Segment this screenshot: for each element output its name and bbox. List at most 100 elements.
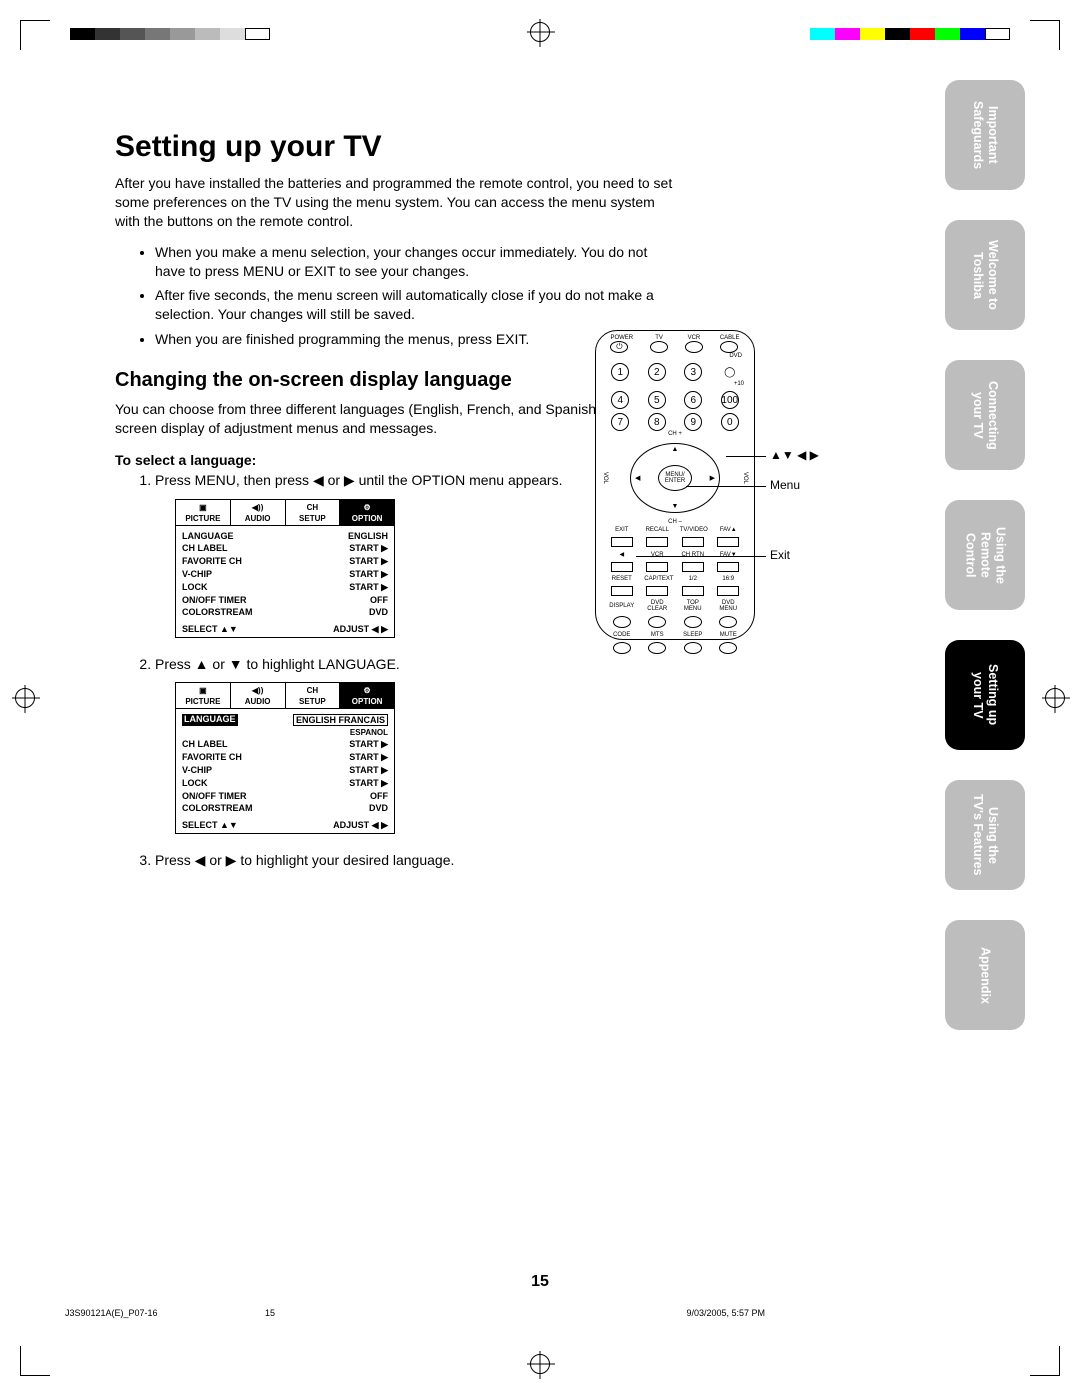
remote-label: DVD MENU — [715, 600, 741, 612]
menu-row: CH LABELSTART ▶ — [182, 542, 388, 555]
remote-label: VOL — [596, 472, 608, 484]
menu-row: COLORSTREAMDVD — [182, 606, 388, 618]
step-text: Press MENU, then press ◀ or ▶ until the … — [155, 472, 562, 488]
menu-row: FAVORITE CHSTART ▶ — [182, 555, 388, 568]
remote-btn — [717, 586, 739, 596]
remote-label: MTS — [644, 632, 670, 638]
remote-illustration: POWER ⏻ TV VCR CABLE DVD 123◯ +10 — [595, 330, 755, 640]
remote-btn — [684, 642, 702, 654]
main-content: Setting up your TV After you have instal… — [115, 130, 675, 879]
remote-btn — [719, 642, 737, 654]
callout-exit: Exit — [770, 548, 790, 562]
color-swatches — [810, 28, 1010, 40]
remote-btn — [717, 537, 739, 547]
page-title: Setting up your TV — [115, 130, 675, 164]
callout-menu: Menu — [770, 478, 800, 492]
vcr-button-icon — [685, 341, 703, 353]
intro-paragraph: After you have installed the batteries a… — [115, 174, 675, 231]
remote-label: POWER — [610, 335, 633, 341]
osd-menu-2: ▣PICTURE◀))AUDIOCHSETUP⚙OPTION LANGUAGEE… — [175, 682, 395, 834]
num-button: 100 — [721, 391, 739, 409]
footer-date: 9/03/2005, 5:57 PM — [686, 1308, 765, 1318]
num-button: 9 — [684, 413, 702, 431]
crop-mark — [20, 20, 50, 50]
remote-label: MUTE — [715, 632, 741, 638]
remote-label: DISPLAY — [609, 603, 635, 609]
remote-btn — [613, 616, 631, 628]
menu-row: CH LABELSTART ▶ — [182, 738, 388, 751]
remote-btn — [613, 642, 631, 654]
step-3: Press ◀ or ▶ to highlight your desired l… — [155, 852, 675, 869]
step-2: Press ▲ or ▼ to highlight LANGUAGE. ▣PIC… — [155, 656, 675, 834]
menu-tab: CHSETUP — [286, 683, 341, 708]
side-tab: Welcome to Toshiba — [945, 220, 1025, 330]
osd-menu-1: ▣PICTURE◀))AUDIOCHSETUP⚙OPTION LANGUAGEE… — [175, 499, 395, 638]
power-button-icon: ⏻ — [610, 341, 628, 353]
num-button: 6 — [684, 391, 702, 409]
cable-button-icon — [720, 341, 738, 353]
remote-label: TV/VIDEO — [680, 527, 706, 533]
remote-label: SLEEP — [680, 632, 706, 638]
registration-mark — [15, 688, 35, 708]
remote-btn — [719, 616, 737, 628]
remote-btn — [682, 586, 704, 596]
menu-tab: ⚙OPTION — [340, 683, 394, 708]
menu-row: LOCKSTART ▶ — [182, 777, 388, 790]
num-button: 8 — [648, 413, 666, 431]
num-button: 5 — [648, 391, 666, 409]
menu-row: V-CHIPSTART ▶ — [182, 568, 388, 581]
crop-mark — [1030, 20, 1060, 50]
remote-label: TV — [650, 335, 668, 341]
remote-btn — [611, 586, 633, 596]
footer-filename: J3S90121A(E)_P07-16 — [65, 1308, 158, 1318]
remote-btn — [611, 562, 633, 572]
remote-label: RECALL — [644, 527, 670, 533]
registration-mark — [1045, 688, 1065, 708]
num-button: 1 — [611, 363, 629, 381]
footer-page: 15 — [265, 1308, 275, 1318]
menu-tab: ▣PICTURE — [176, 500, 231, 525]
menu-row: ESPANOL — [182, 727, 388, 738]
registration-mark — [530, 22, 550, 42]
menu-tab: ◀))AUDIO — [231, 500, 286, 525]
num-button: 2 — [648, 363, 666, 381]
section-paragraph: You can choose from three different lang… — [115, 400, 675, 438]
callout-arrows: ▲▼ ◀ ▶ — [770, 448, 819, 462]
remote-label: ◀ — [609, 551, 635, 558]
remote-label: 16:9 — [715, 576, 741, 582]
bullet-list: When you make a menu selection, your cha… — [115, 243, 675, 349]
side-tab: Using the TV's Features — [945, 780, 1025, 890]
grayscale-swatches — [70, 28, 270, 40]
tv-button-icon — [650, 341, 668, 353]
menu-tab: ⚙OPTION — [340, 500, 394, 525]
num-button: 0 — [721, 413, 739, 431]
side-tabs: Important SafeguardsWelcome to ToshibaCo… — [945, 80, 1025, 1030]
remote-label: FAV▲ — [715, 527, 741, 533]
remote-btn — [611, 537, 633, 547]
page: Setting up your TV After you have instal… — [55, 70, 1025, 1326]
remote-label: VOL — [742, 472, 754, 484]
crop-mark — [1030, 1346, 1060, 1376]
side-tab: Using the Remote Control — [945, 500, 1025, 610]
remote-label: 1/2 — [680, 576, 706, 582]
dvd-button: ◯ — [721, 363, 739, 381]
menu-tab: ◀))AUDIO — [231, 683, 286, 708]
menu-foot-select: SELECT ▲▼ — [182, 624, 238, 635]
num-button: 3 — [684, 363, 702, 381]
remote-btn — [646, 537, 668, 547]
side-tab: Connecting your TV — [945, 360, 1025, 470]
menu-foot-adjust: ADJUST ◀ ▶ — [333, 624, 388, 635]
remote-btn — [682, 537, 704, 547]
num-button: 7 — [611, 413, 629, 431]
menu-row: LANGUAGEENGLISH — [182, 530, 388, 542]
menu-row: FAVORITE CHSTART ▶ — [182, 751, 388, 764]
menu-row: LANGUAGEENGLISH FRANCAIS — [182, 713, 388, 727]
remote-label: DVD CLEAR — [644, 600, 670, 612]
menu-row: ON/OFF TIMEROFF — [182, 790, 388, 802]
remote-btn — [648, 642, 666, 654]
page-number: 15 — [531, 1273, 549, 1291]
remote-btn — [682, 562, 704, 572]
remote-label: CABLE — [720, 335, 740, 341]
bullet-item: When you make a menu selection, your cha… — [155, 243, 675, 281]
side-tab: Setting up your TV — [945, 640, 1025, 750]
